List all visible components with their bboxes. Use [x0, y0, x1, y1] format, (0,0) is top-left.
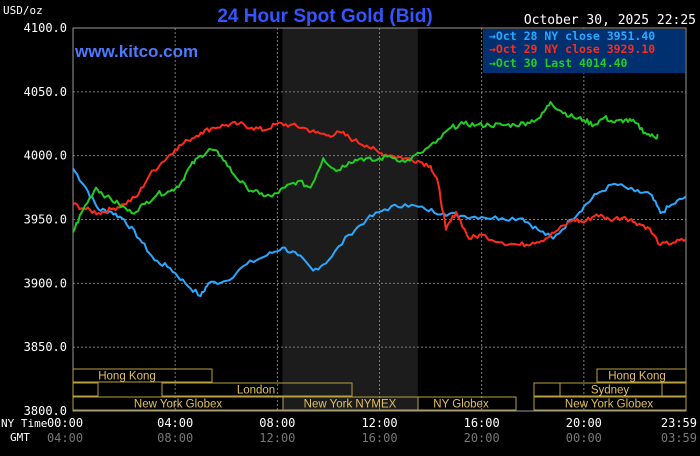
session-box	[161, 382, 353, 397]
session-label: NY Globex	[433, 399, 489, 411]
x-tick-ny: 20:00	[566, 416, 602, 430]
y-axis-ticks: 4100.0 4050.0 4000.0 3950.0 3900.0 3850.0 3800…	[24, 21, 67, 418]
session-box	[72, 368, 213, 383]
session-box	[417, 396, 517, 411]
series-line-oct28	[72, 167, 687, 298]
session-label: New York NYMEX	[304, 399, 397, 411]
x-tick-gmt: 12:00	[259, 431, 295, 445]
trading-sessions: Hong Kong Hong Kong London Sydney New York G…	[72, 368, 687, 411]
session-label: New York Globex	[565, 399, 653, 411]
session-box	[596, 368, 687, 383]
grid-lines	[72, 27, 687, 412]
session-label: Sydney	[591, 385, 630, 397]
y-tick-label: 4050.0	[24, 85, 67, 99]
units-label: USD/oz	[3, 4, 43, 17]
x-tick-ny: 23:59	[661, 416, 697, 430]
session-label: New York Globex	[134, 399, 222, 411]
price-series	[72, 101, 687, 298]
session-box-edge	[72, 382, 99, 397]
x-tick-ny: 12:00	[361, 416, 397, 430]
y-tick-label: 3900.0	[24, 276, 67, 290]
y-tick-label: 3800.0	[24, 404, 67, 418]
x-tick-ny: 08:00	[259, 416, 295, 430]
legend-box	[483, 29, 685, 73]
x-tick-gmt: 20:00	[464, 431, 500, 445]
site-watermark: www.kitco.com	[74, 42, 198, 61]
x-tick-gmt: 00:00	[566, 431, 602, 445]
legend-entry-oct29: →Oct 29 NY close 3929.10	[489, 42, 655, 56]
series-line-oct29	[72, 120, 687, 248]
y-tick-label: 4000.0	[24, 149, 67, 163]
session-box	[533, 396, 687, 411]
x-tick-ny: 00:00	[47, 416, 83, 430]
chart-title: 24 Hour Spot Gold (Bid)	[217, 6, 432, 27]
x-tick-ny: 04:00	[157, 416, 193, 430]
y-tick-label: 3950.0	[24, 213, 67, 227]
session-box	[559, 382, 663, 397]
series-line-oct30	[72, 101, 659, 233]
x-tick-gmt: 04:00	[47, 431, 83, 445]
x-tick-ny: 16:00	[464, 416, 500, 430]
legend: →Oct 28 NY close 3951.40 →Oct 29 NY clos…	[483, 29, 685, 73]
datetime-label: October 30, 2025 22:25	[524, 13, 696, 28]
x-axis-ticks: 00:00 04:00 08:00 12:00 16:00 20:00 23:5904:00…	[47, 416, 697, 445]
y-tick-label: 4100.0	[24, 21, 67, 35]
x-tick-gmt: 03:59	[661, 431, 697, 445]
ny-time-label: NY Time	[1, 417, 47, 430]
legend-entry-oct28: →Oct 28 NY close 3951.40	[489, 29, 655, 43]
y-tick-label: 3850.0	[24, 340, 67, 354]
x-tick-gmt: 16:00	[361, 431, 397, 445]
x-tick-gmt: 08:00	[157, 431, 193, 445]
session-label: London	[237, 385, 275, 397]
legend-entry-oct30: →Oct 30 Last 4014.40	[489, 56, 628, 70]
plot-border	[72, 27, 687, 412]
session-label: Hong Kong	[98, 371, 156, 383]
session-label: Hong Kong	[608, 371, 666, 383]
gmt-label: GMT	[10, 431, 30, 444]
